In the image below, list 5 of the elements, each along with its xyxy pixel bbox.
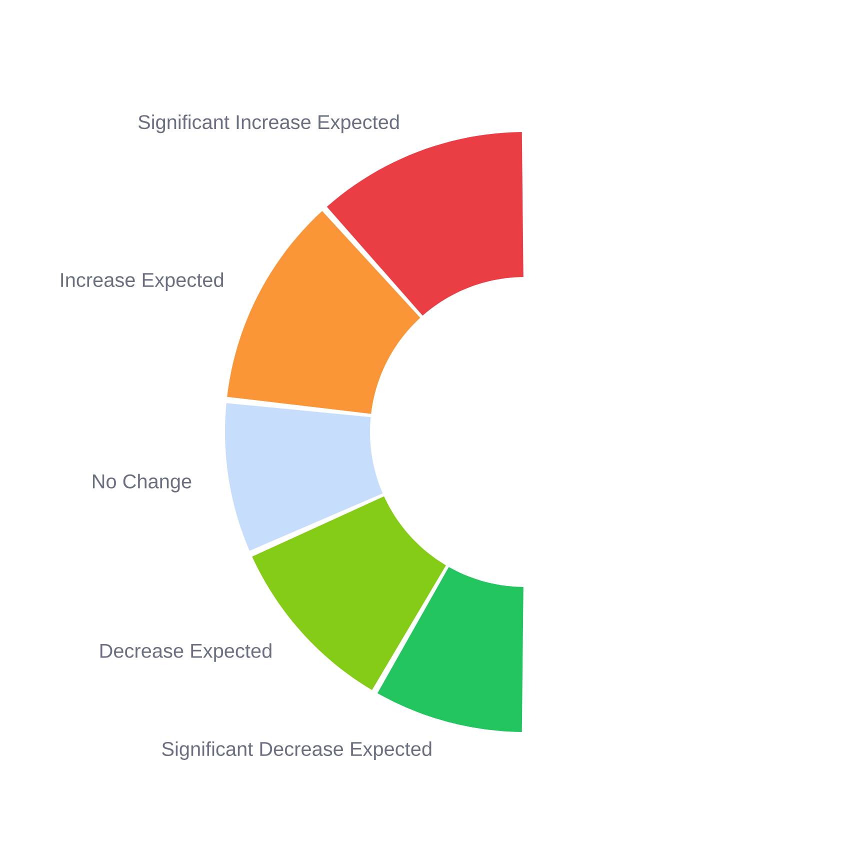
slice-label: Increase Expected	[61, 272, 224, 291]
slice-label: No Change	[92, 474, 192, 492]
slice-label: Significant Decrease Expected	[162, 741, 432, 760]
slice-label: Decrease Expected	[100, 643, 272, 662]
slice-label: Significant Increase Expected	[138, 114, 399, 134]
